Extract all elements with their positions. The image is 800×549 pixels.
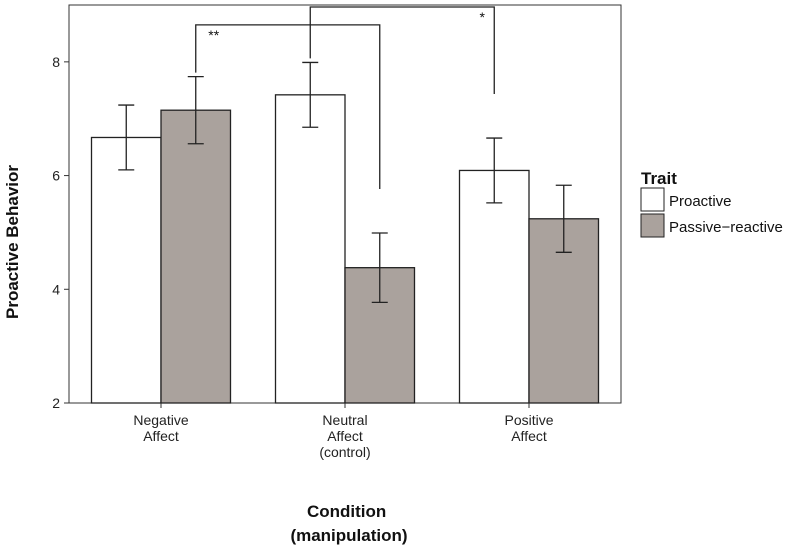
x-axis-title-line-2: (manipulation): [290, 526, 407, 545]
x-tick-label-line: Neutral: [322, 412, 367, 428]
y-axis-title: Proactive Behavior: [3, 165, 22, 319]
x-tick-label: Negative Affect: [133, 412, 188, 444]
x-tick-label-line: Negative: [133, 412, 188, 428]
legend-label-proactive: Proactive: [669, 193, 732, 210]
x-axis-title: Condition (manipulation): [290, 502, 407, 545]
x-tick-label-line: Positive: [504, 412, 553, 428]
x-axis-title-line-1: Condition: [307, 502, 386, 521]
x-tick-label-line: Affect: [143, 428, 179, 444]
significance-label: **: [208, 27, 219, 43]
legend-label-passive-reactive: Passive−reactive: [669, 219, 783, 236]
legend: Trait Proactive Passive−reactive: [640, 169, 783, 238]
significance-bracket: [309, 6, 495, 95]
legend-swatch-proactive: [640, 187, 665, 212]
y-tick-label: 2: [52, 395, 60, 411]
x-tick-label: Positive Affect: [504, 412, 553, 444]
y-tick-label: 6: [52, 168, 60, 184]
bar-passive-reactive: [160, 109, 232, 404]
bars-group: [90, 61, 600, 404]
bar-proactive: [90, 136, 162, 404]
bar-proactive: [458, 169, 530, 404]
y-tick-label: 4: [52, 281, 60, 297]
y-tick-label: 8: [52, 54, 60, 70]
significance-brackets: ***: [195, 6, 495, 189]
x-tick-label-line: Affect: [327, 428, 363, 444]
significance-bracket: [195, 24, 381, 189]
bar-proactive: [274, 94, 346, 404]
legend-title: Trait: [641, 169, 677, 188]
y-axis: 2 4 6 8: [52, 54, 69, 411]
x-tick-label-line: (control): [319, 444, 370, 460]
legend-swatch-passive-reactive: [640, 213, 665, 238]
x-tick-label: Neutral Affect (control): [319, 412, 370, 460]
significance-label: *: [480, 9, 486, 25]
x-tick-label-line: Affect: [511, 428, 547, 444]
